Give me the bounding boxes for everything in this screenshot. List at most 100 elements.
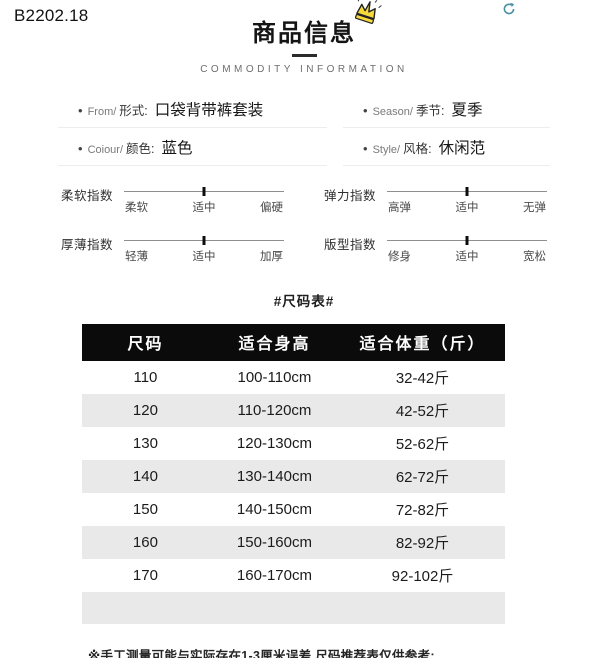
- scale-label-mid: 适中: [455, 250, 479, 263]
- attr-label-zh: 风格:: [403, 141, 432, 156]
- index-fit: 版型指数 修身 适中 宽松: [324, 233, 547, 264]
- scale-label-mid: 适中: [192, 250, 216, 263]
- bullet-icon: •: [363, 102, 368, 118]
- bullet-icon: •: [78, 140, 83, 156]
- table-row: 150 140-150cm 72-82斤: [82, 493, 505, 526]
- page-header: 商品信息 COMMODITY INFORMATION: [0, 0, 608, 75]
- thickness-slider: 轻薄 适中 加厚: [124, 233, 284, 264]
- height-cell: 100-110cm: [237, 368, 312, 386]
- slider-thumb-icon: [465, 186, 469, 196]
- attr-label-en: Season/: [372, 105, 413, 118]
- attr-value: 口袋背带裤套装: [154, 101, 264, 119]
- scale-label-high: 宽松: [522, 250, 546, 263]
- scale-label-low: 修身: [388, 250, 412, 263]
- size-cell: 140: [132, 467, 158, 485]
- height-cell: 140-150cm: [236, 500, 312, 518]
- attr-label-zh: 颜色:: [126, 141, 155, 156]
- table-row: 140 130-140cm 62-72斤: [82, 459, 505, 493]
- size-cell: 170: [132, 566, 158, 584]
- table-row-empty: [82, 591, 505, 624]
- attr-label-zh: 形式:: [119, 103, 148, 118]
- weight-cell: 52-62斤: [395, 435, 450, 453]
- scale-label-mid: 适中: [455, 201, 479, 214]
- size-cell: 130: [132, 434, 158, 452]
- size-cell: 110: [133, 368, 158, 386]
- fit-slider: 修身 适中 宽松: [387, 233, 547, 264]
- size-cell: 120: [132, 401, 158, 419]
- height-cell: 120-130cm: [236, 434, 312, 452]
- index-label: 版型指数: [324, 237, 377, 252]
- height-cell: 130-140cm: [236, 467, 312, 485]
- index-thickness: 厚薄指数 轻薄 适中 加厚: [61, 233, 284, 264]
- bullet-icon: •: [78, 102, 83, 118]
- bullet-icon: •: [363, 140, 368, 156]
- empty-cell: [209, 592, 340, 624]
- sync-icon[interactable]: [502, 2, 516, 16]
- page-title: 商品信息: [252, 20, 356, 47]
- scale-label-high: 无弹: [522, 201, 546, 214]
- attribute-grid: • From/ 形式: 口袋背带裤套装 • Season/ 季节: 夏季 • C…: [58, 90, 550, 166]
- col-header-size: 尺码: [82, 323, 209, 361]
- height-cell: 110-120cm: [237, 401, 312, 419]
- empty-cell: [340, 592, 505, 624]
- attr-value: 休闲范: [438, 139, 486, 157]
- table-row: 130 120-130cm 52-62斤: [82, 427, 505, 460]
- slider-track: [124, 235, 284, 245]
- product-code: B2202.18: [14, 6, 89, 25]
- weight-cell: 32-42斤: [395, 369, 450, 387]
- table-row: 170 160-170cm 92-102斤: [82, 559, 505, 592]
- index-slider-grid: 柔软指数 柔软 适中 偏硬 弹力指数 高弹 适中: [61, 184, 547, 264]
- empty-cell: [82, 592, 209, 624]
- attr-style: • Style/ 风格: 休闲范: [343, 128, 550, 166]
- slider-thumb-icon: [202, 186, 206, 196]
- weight-cell: 62-72斤: [395, 468, 450, 486]
- footnote-measurement: ※手工测量可能与实际存在1-3厘米误差,尺码推荐表仅供参考;: [88, 648, 435, 658]
- attr-value: 夏季: [451, 101, 483, 119]
- scale-label-low: 高弹: [388, 201, 412, 214]
- weight-cell: 82-92斤: [395, 534, 450, 552]
- index-softness: 柔软指数 柔软 适中 偏硬: [61, 184, 284, 215]
- slider-track: [387, 235, 547, 245]
- size-cell: 160: [132, 533, 158, 551]
- attr-label-en: From/: [87, 105, 117, 118]
- attr-colour: • Coiour/ 颜色: 蓝色: [58, 128, 328, 166]
- size-chart-heading: #尺码表#: [273, 293, 335, 309]
- size-cell: 150: [132, 500, 158, 518]
- scale-label-low: 柔软: [125, 201, 149, 214]
- crown-icon: [350, 0, 382, 26]
- table-row: 110 100-110cm 32-42斤: [82, 361, 505, 394]
- elasticity-slider: 高弹 适中 无弹: [387, 184, 547, 215]
- size-chart-table: 尺码 适合身高 适合体重（斤） 110 100-110cm 32-42斤 120…: [82, 323, 505, 624]
- index-elasticity: 弹力指数 高弹 适中 无弹: [324, 184, 547, 215]
- attr-label-en: Style/: [372, 143, 401, 156]
- attr-label-en: Coiour/: [87, 143, 124, 156]
- attr-label-zh: 季节:: [415, 103, 445, 118]
- scale-label-high: 加厚: [259, 250, 283, 263]
- slider-track: [387, 186, 547, 196]
- table-row: 160 150-160cm 82-92斤: [82, 525, 505, 559]
- attr-form: • From/ 形式: 口袋背带裤套装: [58, 90, 328, 128]
- height-cell: 160-170cm: [236, 566, 312, 584]
- page-subtitle: COMMODITY INFORMATION: [200, 63, 408, 75]
- title-divider: [291, 53, 317, 57]
- col-header-weight: 适合体重（斤）: [340, 323, 505, 361]
- softness-slider: 柔软 适中 偏硬: [124, 184, 284, 215]
- scale-label-high: 偏硬: [259, 201, 283, 214]
- slider-thumb-icon: [202, 235, 206, 245]
- slider-thumb-icon: [465, 235, 469, 245]
- weight-cell: 72-82斤: [395, 501, 450, 519]
- slider-track: [124, 186, 284, 196]
- scale-label-low: 轻薄: [125, 250, 149, 263]
- attr-season: • Season/ 季节: 夏季: [343, 90, 550, 128]
- attr-value: 蓝色: [161, 139, 193, 157]
- scale-label-mid: 适中: [192, 201, 216, 214]
- index-label: 柔软指数: [61, 188, 114, 203]
- footnotes: ※手工测量可能与实际存在1-3厘米误差,尺码推荐表仅供参考; 商品模特照片为实物…: [88, 646, 608, 658]
- index-label: 弹力指数: [324, 188, 377, 203]
- col-header-height: 适合身高: [208, 323, 341, 361]
- table-row: 120 110-120cm 42-52斤: [82, 393, 505, 427]
- weight-cell: 42-52斤: [395, 402, 450, 420]
- weight-cell: 92-102斤: [391, 567, 454, 585]
- index-label: 厚薄指数: [61, 237, 114, 252]
